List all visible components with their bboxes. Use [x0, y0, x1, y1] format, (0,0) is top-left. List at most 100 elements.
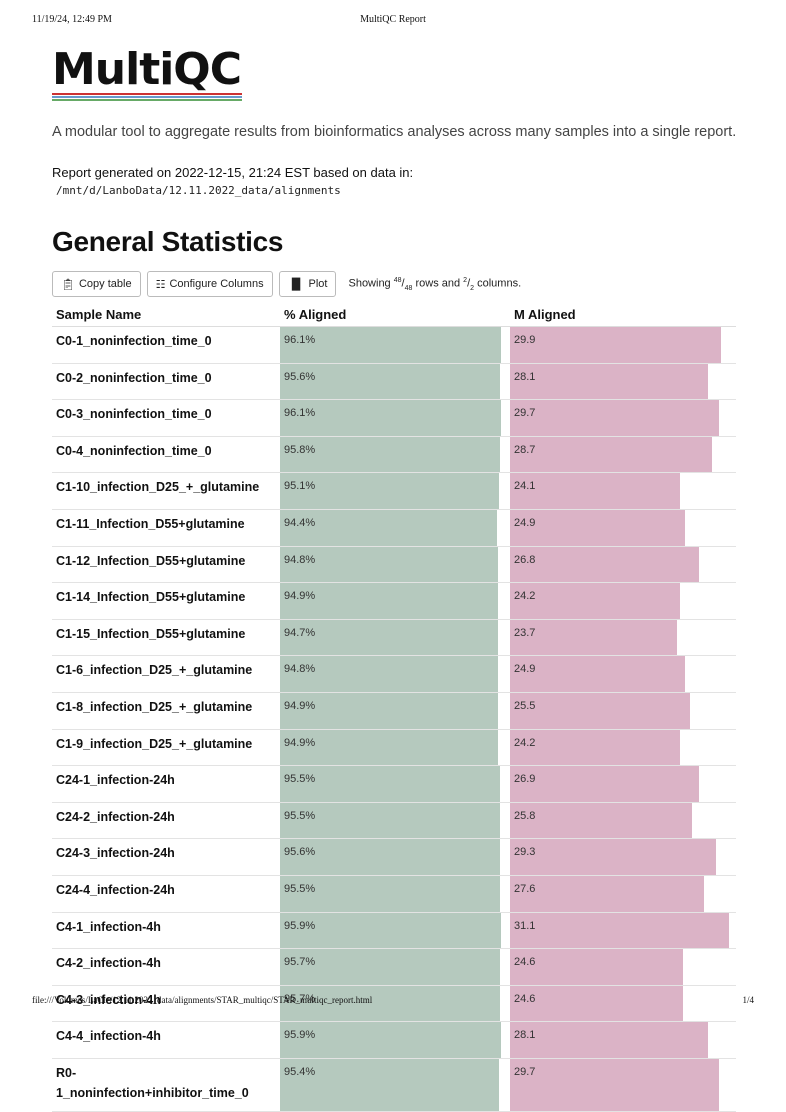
pct-aligned-bar — [280, 949, 501, 985]
pct-aligned-cell: 95.5% — [280, 802, 510, 840]
pct-aligned-cell-wrap: 95.7% — [280, 949, 510, 985]
pct-aligned-bar — [280, 327, 502, 363]
table-body: C0-1_noninfection_time_0 96.1% 29.9 C0-2_no… — [52, 326, 736, 1112]
pct-aligned-value: 95.9% — [284, 1029, 316, 1042]
m-aligned-value: 24.6 — [514, 992, 536, 1005]
m-aligned-cell-wrap: 31.1 — [510, 912, 736, 949]
pct-aligned-cell-wrap: 94.9% — [280, 729, 510, 766]
m-aligned-cell: 31.1 — [510, 912, 736, 950]
m-aligned-cell: 29.9 — [510, 326, 736, 364]
pct-aligned-cell-wrap: 94.8% — [280, 546, 510, 583]
pct-aligned-value: 96.1% — [284, 407, 316, 420]
m-aligned-value: 28.1 — [514, 1029, 536, 1042]
pct-aligned-cell: 94.9% — [280, 692, 510, 730]
m-aligned-cell-wrap: 26.8 — [510, 546, 736, 583]
pct-aligned-value: 96.1% — [284, 334, 316, 346]
print-page-number: 1/4 — [742, 995, 754, 1005]
pct-aligned-bar — [280, 766, 500, 802]
pct-aligned-bar — [280, 509, 498, 546]
configure-columns-label: Configure Columns — [169, 278, 264, 290]
sample-name-cell: C1-8_infection_D25_+_glutamine — [52, 692, 280, 730]
table-row: C1-14_Infection_D55+glutamine 94.9% 24.2 — [52, 582, 736, 620]
pct-aligned-cell-wrap: 94.9% — [280, 692, 510, 729]
m-aligned-cell: 29.3 — [510, 838, 736, 876]
m-aligned-cell-wrap: 28.7 — [510, 436, 736, 473]
sample-name-header[interactable]: Sample Name — [52, 302, 280, 327]
configure-columns-button[interactable]: ☷ Configure Columns — [146, 271, 273, 297]
m-aligned-cell-wrap: 28.1 — [510, 1022, 736, 1058]
pct-aligned-cell: 94.9% — [280, 729, 510, 767]
grid-icon: ☷ — [155, 277, 166, 291]
pct-aligned-bar — [280, 985, 501, 1022]
sample-name-cell: C1-11_Infection_D55+glutamine — [52, 509, 280, 547]
m-aligned-value: 24.2 — [514, 736, 536, 749]
sample-name-cell: C24-3_infection-24h — [52, 838, 280, 876]
clipboard-icon: 📋︎ — [61, 277, 75, 291]
table-row: C4-1_infection-4h 95.9% 31.1 — [52, 912, 736, 950]
bar-chart-icon: ▐▌ — [287, 277, 305, 291]
pct-aligned-cell-wrap: 96.1% — [280, 327, 510, 363]
pct-aligned-cell: 94.9% — [280, 582, 510, 620]
pct-aligned-cell-wrap: 95.6% — [280, 839, 510, 875]
m-aligned-cell: 28.7 — [510, 436, 736, 474]
m-aligned-cell: 24.2 — [510, 729, 736, 767]
pct-aligned-value: 95.5% — [284, 809, 316, 822]
m-aligned-bar — [510, 766, 700, 802]
m-aligned-cell-wrap: 26.9 — [510, 766, 736, 802]
sample-name-cell: C4-4_infection-4h — [52, 1021, 280, 1059]
pct-aligned-cell: 95.7% — [280, 948, 510, 986]
m-aligned-bar — [510, 583, 681, 619]
m-aligned-cell-wrap: 24.2 — [510, 583, 736, 619]
plot-button[interactable]: ▐▌ Plot — [278, 271, 337, 297]
m-aligned-bar — [510, 839, 717, 875]
pct-aligned-bar — [280, 473, 499, 509]
print-title: MultiQC Report — [360, 14, 426, 25]
pct-aligned-value: 95.4% — [284, 1065, 316, 1078]
m-aligned-value: 26.9 — [514, 773, 536, 786]
pct-aligned-bar — [280, 802, 500, 839]
m-aligned-cell-wrap: 23.7 — [510, 619, 736, 656]
m-aligned-bar — [510, 509, 686, 546]
copy-table-button[interactable]: 📋︎ Copy table — [52, 271, 141, 297]
m-aligned-cell-wrap: 25.8 — [510, 802, 736, 839]
pct-aligned-cell: 95.5% — [280, 765, 510, 803]
sample-name-cell: C1-9_infection_D25_+_glutamine — [52, 729, 280, 767]
pct-aligned-value: 95.6% — [284, 370, 316, 383]
m-aligned-cell: 24.6 — [510, 985, 736, 1023]
pct-aligned-header[interactable]: % Aligned — [280, 302, 510, 327]
pct-aligned-cell: 95.9% — [280, 912, 510, 950]
pct-aligned-value: 94.9% — [284, 590, 316, 603]
m-aligned-cell: 27.6 — [510, 875, 736, 913]
pct-aligned-value: 95.6% — [284, 846, 316, 859]
table-row: C0-3_noninfection_time_0 96.1% 29.7 — [52, 399, 736, 437]
pct-aligned-cell-wrap: 94.4% — [280, 509, 510, 546]
cols-total: 2 — [470, 284, 475, 292]
m-aligned-cell: 26.9 — [510, 765, 736, 803]
m-aligned-value: 24.2 — [514, 590, 536, 603]
m-aligned-bar — [510, 363, 708, 400]
m-aligned-bar — [510, 619, 677, 656]
sample-name-cell: C1-6_infection_D25_+_glutamine — [52, 655, 280, 693]
pct-aligned-value: 95.7% — [284, 992, 316, 1005]
m-aligned-header[interactable]: M Aligned — [510, 302, 736, 327]
table-row: C4-4_infection-4h 95.9% 28.1 — [52, 1021, 736, 1059]
m-aligned-cell-wrap: 24.2 — [510, 729, 736, 766]
m-aligned-cell-wrap: 24.1 — [510, 473, 736, 509]
report-generated-text: Report generated on 2022-12-15, 21:24 ES… — [52, 165, 414, 180]
pct-aligned-value: 95.1% — [284, 480, 316, 493]
pct-aligned-value: 94.9% — [284, 736, 316, 749]
sample-name-cell: C1-15_Infection_D55+glutamine — [52, 619, 280, 657]
table-row: C24-4_infection-24h 95.5% 27.6 — [52, 875, 736, 913]
pct-aligned-cell-wrap: 95.9% — [280, 1022, 510, 1058]
pct-aligned-bar — [280, 912, 501, 949]
sample-name-cell: C4-2_infection-4h — [52, 948, 280, 986]
sample-name-cell: C4-1_infection-4h — [52, 912, 280, 950]
pct-aligned-cell: 95.7% — [280, 985, 510, 1023]
logo-line-blue — [52, 96, 242, 98]
pct-aligned-cell-wrap: 95.6% — [280, 363, 510, 400]
multiqc-logo[interactable]: MultiQC — [52, 44, 252, 106]
print-datetime: 11/19/24, 12:49 PM — [32, 14, 112, 25]
logo-text: MultiQC — [52, 44, 242, 95]
m-aligned-cell-wrap: 29.9 — [510, 327, 736, 363]
sample-name-cell: C1-14_Infection_D55+glutamine — [52, 582, 280, 620]
